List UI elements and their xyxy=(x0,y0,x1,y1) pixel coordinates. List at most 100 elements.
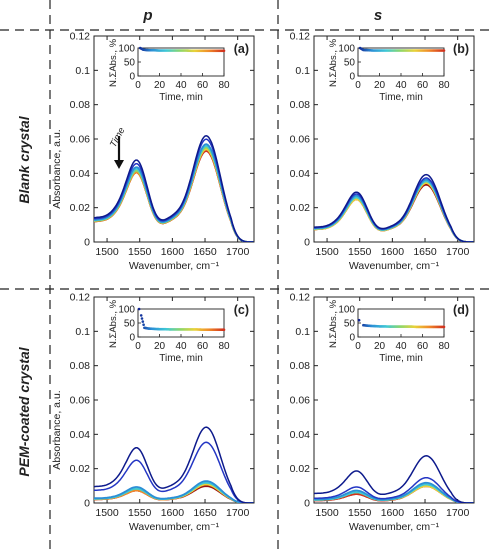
y-tick-label: 0 xyxy=(84,237,90,249)
inset-x-tick-label: 20 xyxy=(374,80,386,91)
x-tick-label: 1700 xyxy=(446,507,470,519)
inset-x-axis-label: Time, min xyxy=(379,353,423,364)
inset-x-tick-label: 40 xyxy=(175,80,187,91)
inset-data-point xyxy=(141,320,145,323)
inset-data-point xyxy=(357,318,361,322)
x-tick-label: 1500 xyxy=(315,246,339,258)
inset-x-tick-label: 40 xyxy=(395,80,407,91)
panel-label: (b) xyxy=(453,42,469,56)
inset-x-tick-label: 80 xyxy=(438,80,450,91)
y-tick-label: 0.08 xyxy=(70,99,91,111)
y-tick-label: 0.02 xyxy=(70,202,91,214)
inset-frame xyxy=(137,308,225,338)
inset-y-tick-label: 100 xyxy=(338,44,355,55)
y-tick-label: 0.04 xyxy=(290,168,311,180)
spectrum-line xyxy=(314,182,474,242)
inset-x-axis-label: Time, min xyxy=(159,92,203,103)
inset-y-tick-label: 50 xyxy=(124,319,136,330)
y-tick-label: 0.06 xyxy=(70,134,91,146)
x-tick-label: 1650 xyxy=(413,507,437,519)
inset-data-point xyxy=(442,325,446,329)
y-tick-label: 0 xyxy=(304,498,310,510)
spectrum-line xyxy=(314,177,474,242)
y-axis-label: Absorbance, a.u. xyxy=(51,129,63,208)
spectrum-line xyxy=(314,173,474,242)
spectrum-line xyxy=(314,182,474,242)
inset-data-point xyxy=(142,323,145,327)
panel-label: (d) xyxy=(453,303,469,317)
spectrum-line xyxy=(314,180,474,242)
inset-data-point xyxy=(137,307,141,311)
time-annotation: Time xyxy=(108,126,128,150)
inset-x-tick-label: 80 xyxy=(218,341,230,352)
spectrum-line xyxy=(314,180,474,242)
spectra xyxy=(314,173,474,242)
panel-a: 0 0.02 0.04 0.06 0.08 0.1 0.12 1500 1550 1600 1650… xyxy=(51,31,255,272)
inset-y-axis-label: N.ΣAbs., % xyxy=(108,299,119,348)
inset-y-tick-label: 50 xyxy=(344,319,356,330)
y-tick-label: 0.04 xyxy=(70,429,91,441)
inset-x-tick-label: 80 xyxy=(438,341,450,352)
inset-x-tick-label: 40 xyxy=(395,341,407,352)
spectrum-line xyxy=(314,183,474,242)
spectrum-line xyxy=(314,476,474,503)
x-tick-label: 1550 xyxy=(348,246,372,258)
y-tick-label: 0.1 xyxy=(295,326,310,338)
inset-data-point xyxy=(442,49,446,52)
inset-x-tick-label: 0 xyxy=(355,341,361,352)
spectrum-line xyxy=(94,426,254,503)
spectra xyxy=(94,135,254,242)
row-header-pem-coated-crystal: PEM-coated crystal xyxy=(16,346,32,476)
inset-x-tick-label: 60 xyxy=(197,80,209,91)
inset-chart: 0 50 100 0 20 40 60 80 Time, min N.ΣAbs., % xyxy=(328,38,450,103)
y-tick-label: 0.04 xyxy=(290,429,311,441)
panel-b: 0 0.02 0.04 0.06 0.08 0.1 0.12 1500 1550 1600 1650… xyxy=(290,31,475,272)
y-tick-label: 0.1 xyxy=(75,326,90,338)
x-tick-label: 1600 xyxy=(381,507,405,519)
panel-label: (c) xyxy=(234,303,249,317)
x-tick-label: 1650 xyxy=(193,507,217,519)
inset-frame xyxy=(357,308,445,338)
y-tick-label: 0.1 xyxy=(75,65,90,77)
spectrum-line xyxy=(94,135,254,242)
inset-x-tick-label: 20 xyxy=(154,80,166,91)
panel-d: 0 0.02 0.04 0.06 0.08 0.1 0.12 1500 1550 1600 1650… xyxy=(290,292,475,533)
spectrum-line xyxy=(314,481,474,503)
spectrum-line xyxy=(94,143,254,242)
inset-x-tick-label: 20 xyxy=(374,341,386,352)
x-tick-label: 1650 xyxy=(413,246,437,258)
inset-y-tick-label: 0 xyxy=(349,72,355,83)
x-axis-label: Wavenumber, cm⁻¹ xyxy=(129,521,220,533)
x-tick-label: 1700 xyxy=(226,507,250,519)
x-tick-label: 1500 xyxy=(95,246,119,258)
spectra xyxy=(94,426,254,503)
inset-y-tick-label: 0 xyxy=(129,72,135,83)
x-tick-label: 1550 xyxy=(128,246,152,258)
y-axis-label: Absorbance, a.u. xyxy=(51,390,63,469)
inset-x-tick-label: 40 xyxy=(175,341,187,352)
inset-x-tick-label: 0 xyxy=(355,80,361,91)
y-tick-label: 0.12 xyxy=(70,31,91,43)
panel-label: (a) xyxy=(234,42,249,56)
inset-y-tick-label: 0 xyxy=(129,333,135,344)
time-arrow-head xyxy=(114,160,124,169)
x-tick-label: 1700 xyxy=(226,246,250,258)
inset-y-tick-label: 50 xyxy=(124,58,136,69)
inset-chart: 0 50 100 0 20 40 60 80 Time, min N.ΣAbs., % xyxy=(108,38,230,103)
inset-y-tick-label: 100 xyxy=(118,44,135,55)
x-axis-label: Wavenumber, cm⁻¹ xyxy=(349,260,440,272)
y-tick-label: 0.02 xyxy=(290,463,311,475)
y-tick-label: 0.02 xyxy=(70,463,91,475)
spectra xyxy=(314,455,474,503)
inset-x-tick-label: 20 xyxy=(154,341,166,352)
inset-data-point xyxy=(140,317,144,320)
y-tick-label: 0.08 xyxy=(290,99,311,111)
y-tick-label: 0.12 xyxy=(290,292,311,304)
inset-chart: 0 50 100 0 20 40 60 80 Time, min N.ΣAbs., % xyxy=(108,299,230,364)
spectrum-line xyxy=(94,441,254,503)
x-tick-label: 1600 xyxy=(381,246,405,258)
spectrum-line xyxy=(94,138,254,242)
inset-data-point xyxy=(222,49,226,53)
